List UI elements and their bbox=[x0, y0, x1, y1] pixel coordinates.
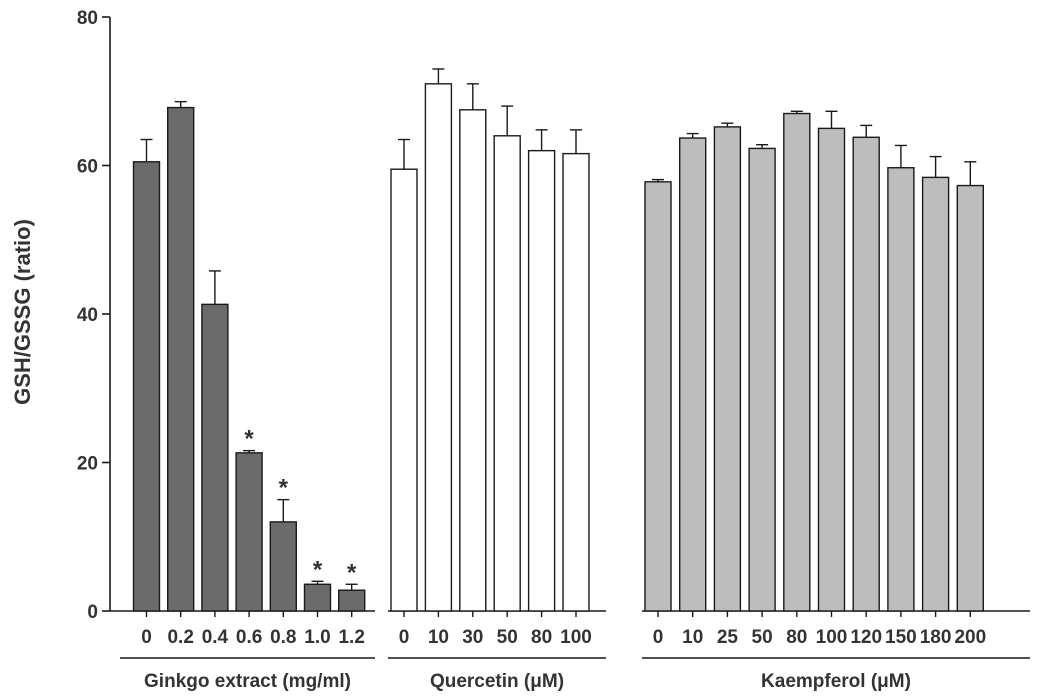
x-tick-label: 120 bbox=[850, 627, 882, 648]
group-label: Kaempferol (μM) bbox=[761, 671, 911, 692]
x-tick-label: 1.2 bbox=[338, 627, 364, 648]
bar bbox=[527, 149, 556, 612]
bar bbox=[852, 136, 880, 612]
x-tick-label: 0 bbox=[399, 627, 410, 648]
x-tick-label: 200 bbox=[954, 627, 986, 648]
x-tick-label: 30 bbox=[462, 627, 483, 648]
x-tick-label: 100 bbox=[560, 627, 592, 648]
bar bbox=[166, 106, 195, 612]
significance-marker: * bbox=[279, 475, 289, 502]
x-tick-label: 10 bbox=[428, 627, 449, 648]
bar bbox=[956, 184, 984, 612]
x-tick-label: 25 bbox=[717, 627, 739, 648]
x-tick-label: 50 bbox=[752, 627, 773, 648]
x-tick-label: 0.4 bbox=[202, 627, 229, 648]
bar bbox=[644, 181, 672, 612]
bar bbox=[713, 126, 742, 612]
group-label: Quercetin (μM) bbox=[430, 671, 564, 692]
bars bbox=[132, 68, 984, 612]
bar bbox=[887, 167, 915, 612]
x-tick-label: 0.6 bbox=[236, 627, 262, 648]
bar bbox=[748, 147, 776, 612]
bar bbox=[459, 109, 487, 612]
x-tick-label: 0.2 bbox=[167, 627, 193, 648]
bar bbox=[817, 127, 846, 612]
x-tick-label: 0 bbox=[653, 627, 664, 648]
bar bbox=[338, 589, 366, 612]
x-tick-label: 80 bbox=[531, 627, 552, 648]
x-tick-label: 150 bbox=[885, 627, 917, 648]
bar bbox=[269, 521, 297, 612]
bar bbox=[390, 168, 418, 612]
x-tick-label: 0 bbox=[141, 627, 152, 648]
y-tick-label: 0 bbox=[87, 602, 98, 623]
y-tick-label: 60 bbox=[77, 157, 98, 178]
x-tick-label: 10 bbox=[682, 627, 703, 648]
y-axis-title: GSH/GSSG (ratio) bbox=[10, 219, 35, 405]
bar bbox=[783, 112, 811, 612]
significance-marker: * bbox=[244, 426, 254, 453]
bar bbox=[562, 152, 590, 612]
labels: 0 20 40 60 80 0 0.2 0.4 0.6 * 0.8 * 1.0 * 1.2 * Ginkgo e… bbox=[77, 8, 986, 692]
bar bbox=[921, 176, 950, 612]
significance-marker: * bbox=[347, 559, 357, 586]
y-tick-label: 80 bbox=[77, 8, 98, 29]
bar bbox=[235, 452, 263, 612]
x-tick-label: 100 bbox=[816, 627, 848, 648]
y-tick-label: 20 bbox=[77, 454, 98, 475]
significance-marker: * bbox=[313, 556, 323, 583]
group-label: Ginkgo extract (mg/ml) bbox=[144, 671, 351, 692]
x-tick-label: 180 bbox=[920, 627, 952, 648]
bar bbox=[132, 161, 161, 612]
x-tick-label: 80 bbox=[786, 627, 807, 648]
bar bbox=[424, 83, 453, 612]
y-tick-label: 40 bbox=[77, 305, 98, 326]
bar bbox=[303, 583, 332, 612]
bar bbox=[201, 303, 229, 612]
bar bbox=[679, 137, 707, 612]
bar bbox=[493, 135, 521, 612]
x-tick-label: 1.0 bbox=[304, 627, 330, 648]
x-tick-label: 0.8 bbox=[270, 627, 296, 648]
x-tick-label: 50 bbox=[497, 627, 518, 648]
